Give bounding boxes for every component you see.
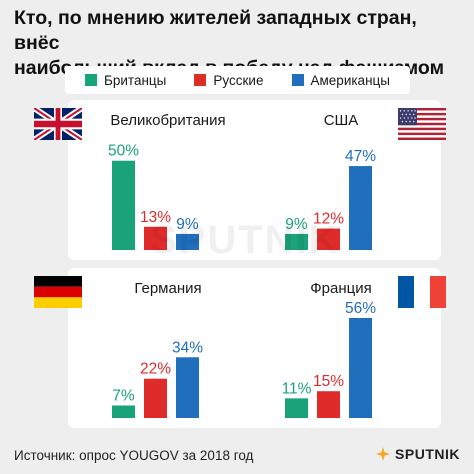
bars-usa: 9% 12% 47% (285, 148, 376, 250)
bar-usa-americans (349, 166, 372, 250)
data-label-usa-russians: 12% (313, 211, 344, 228)
data-label-france-british: 11% (282, 380, 312, 397)
panel-germany: Германия 7% 22% 34% (68, 268, 268, 428)
legend-swatch-americans (291, 74, 304, 86)
legend-swatch-british (85, 74, 98, 86)
bars-germany: 7% 22%34% (112, 339, 203, 418)
bar-great-britain-americans (176, 233, 199, 250)
bar-great-britain-british (112, 160, 135, 250)
bar-usa-british (285, 233, 308, 250)
data-label-germany-russians: 22% (140, 361, 171, 378)
france-flag-icon (398, 276, 446, 308)
watermark: SPUTNIK (150, 218, 340, 262)
data-label-great-britain-british: 50% (108, 143, 139, 160)
data-label-usa-british: 9% (285, 216, 308, 233)
data-label-germany-british: 7% (112, 388, 135, 405)
legend-label-americans: Американцы (310, 72, 390, 88)
brand-logo: SPUTNIK (375, 446, 460, 462)
uk-flag-icon (34, 108, 82, 140)
source-note: Источник: опрос YOUGOV за 2018 год (14, 448, 254, 463)
panel-great-britain: Великобритания 50% 13% 9% (68, 100, 268, 260)
usa-flag-icon (398, 108, 446, 140)
panel-title-great-britain: Великобритания (110, 112, 226, 129)
data-label-germany-americans: 34% (172, 339, 203, 356)
bar-germany-russians (144, 378, 167, 418)
data-label-great-britain-russians: 13% (140, 209, 171, 226)
legend-label-british: Британцы (104, 72, 167, 88)
bar-france-british (285, 398, 308, 418)
germany-flag-icon (34, 276, 82, 308)
legend-item-british: Британцы (85, 73, 166, 88)
legend-item-americans: Американцы (291, 72, 390, 88)
footer (0, 440, 474, 474)
brand-name: SPUTNIK (395, 446, 460, 462)
bar-france-americans (349, 318, 372, 418)
bar-germany-americans (176, 357, 199, 418)
data-label-usa-americans: 47% (345, 148, 376, 165)
bars-great-britain: 50% 13% 9% (108, 143, 199, 250)
bars-france: 11% 15% 56% (282, 300, 376, 418)
data-label-france-russians: 15% (313, 373, 344, 390)
sputnik-star-icon (376, 447, 391, 461)
legend-item-russians: Русские (194, 73, 263, 88)
legend: Британцы Русские Американцы (65, 66, 410, 94)
bar-france-russians (317, 391, 340, 418)
bar-great-britain-russians (144, 226, 167, 250)
panel-title-usa: США (323, 112, 359, 129)
title-line-1: Кто, по мнению жителей западных стран, в… (14, 7, 417, 54)
data-label-france-americans: 56% (345, 300, 376, 317)
data-label-great-britain-americans: 9% (176, 216, 199, 233)
bar-germany-british (112, 405, 135, 418)
panel-title-germany: Германия (134, 280, 202, 297)
legend-label-russians: Русские (213, 72, 264, 88)
bar-usa-russians (317, 228, 340, 250)
legend-swatch-russians (194, 74, 207, 86)
panel-title-france: Франция (310, 280, 372, 297)
